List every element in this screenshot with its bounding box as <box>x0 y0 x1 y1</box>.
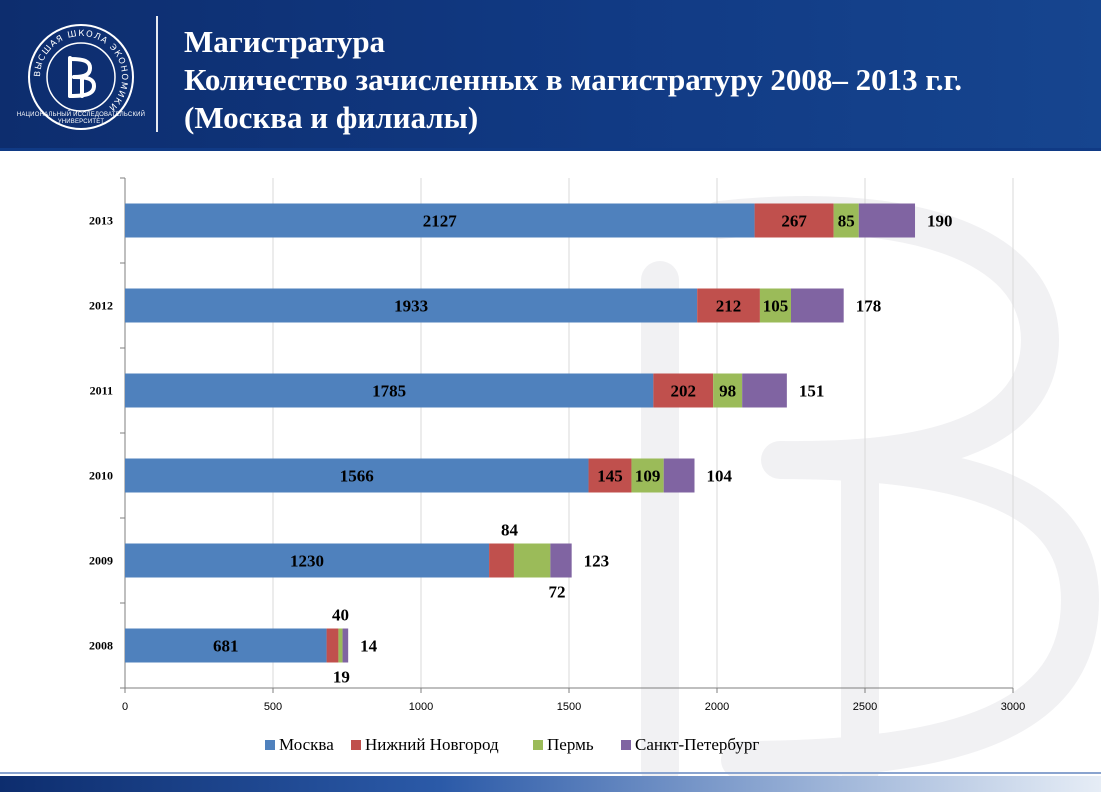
data-label-nizhny: 212 <box>716 297 742 316</box>
x-tick-label: 0 <box>122 701 128 713</box>
data-label-nizhny: 267 <box>781 212 807 231</box>
legend-swatch-perm <box>533 740 543 750</box>
data-label-nizhny: 145 <box>597 467 623 486</box>
bar-perm <box>338 628 343 663</box>
data-label-spb: 104 <box>707 467 733 486</box>
footer-line <box>0 772 1101 774</box>
legend-label-spb: Санкт-Петербург <box>635 735 759 754</box>
data-label-nizhny: 84 <box>501 521 519 540</box>
bar-moscow <box>125 288 698 323</box>
y-category-label: 2013 <box>89 214 113 228</box>
page-title-line-1: Магистратура <box>184 24 386 59</box>
bar-spb <box>550 543 572 578</box>
legend-label-moscow: Москва <box>279 735 334 754</box>
y-category-label: 2008 <box>89 639 113 653</box>
y-category-label: 2009 <box>89 554 113 568</box>
bar-moscow <box>125 543 490 578</box>
bar-moscow <box>125 458 589 493</box>
bar-nizhny <box>754 203 834 238</box>
legend-swatch-moscow <box>265 740 275 750</box>
bar-perm <box>631 458 664 493</box>
legend-label-nizhny: Нижний Новгород <box>365 735 499 754</box>
y-category-label: 2011 <box>90 384 113 398</box>
data-label-nizhny: 202 <box>671 382 697 401</box>
page-title-line-2: Количество зачисленных в магистратуру 20… <box>184 62 963 97</box>
x-tick-label: 1000 <box>409 701 433 713</box>
data-label-spb: 151 <box>799 382 825 401</box>
y-category-label: 2010 <box>89 469 113 483</box>
x-tick-label: 2500 <box>853 701 877 713</box>
page-title-line-3: (Москва и филиалы) <box>184 100 479 135</box>
footer-bar <box>0 776 1101 792</box>
bar-moscow <box>125 203 755 238</box>
x-tick-label: 2000 <box>705 701 729 713</box>
bar-perm <box>713 373 743 408</box>
bar-spb <box>858 203 916 238</box>
data-label-perm: 109 <box>635 467 661 486</box>
data-label-moscow: 1566 <box>340 467 374 486</box>
data-label-spb: 178 <box>856 297 882 316</box>
legend-swatch-nizhny <box>351 740 361 750</box>
bar-spb <box>742 373 787 408</box>
x-tick-label: 3000 <box>1001 701 1025 713</box>
bar-nizhny <box>588 458 632 493</box>
data-label-perm: 85 <box>838 212 855 231</box>
data-label-moscow: 1230 <box>290 552 324 571</box>
bar-moscow <box>125 628 327 663</box>
logo-divider <box>156 16 158 132</box>
data-label-spb: 190 <box>927 212 953 231</box>
data-label-moscow: 681 <box>213 637 239 656</box>
y-category-label: 2012 <box>89 299 113 313</box>
bar-perm <box>833 203 859 238</box>
logo-caption: НАЦИОНАЛЬНЫЙ ИССЛЕДОВАТЕЛЬСКИЙ УНИВЕРСИТ… <box>16 112 146 125</box>
data-label-nizhny: 40 <box>332 606 349 625</box>
bar-nizhny <box>697 288 760 323</box>
data-label-perm: 105 <box>763 297 789 316</box>
data-label-moscow: 1933 <box>394 297 428 316</box>
data-label-perm: 123 <box>584 552 610 571</box>
bar-spb <box>791 288 844 323</box>
bar-nizhny <box>326 628 339 663</box>
x-tick-label: 500 <box>264 701 282 713</box>
legend-label-perm: Пермь <box>547 735 594 754</box>
bar-perm <box>759 288 791 323</box>
data-label-perm: 14 <box>360 637 378 656</box>
enrollment-chart: 0 500 1000 1500 2000 2500 3000 2013 2127 267 85 190… <box>89 177 1025 754</box>
university-logo-icon: ВЫСШАЯ ШКОЛА ЭКОНОМИКИ <box>28 24 134 130</box>
bar-nizhny <box>653 373 714 408</box>
data-label-moscow: 2127 <box>423 212 458 231</box>
x-tick-label: 1500 <box>557 701 581 713</box>
bar-perm <box>513 543 551 578</box>
legend-swatch-spb <box>621 740 631 750</box>
data-label-moscow: 1785 <box>372 382 406 401</box>
data-label-perm: 98 <box>719 382 736 401</box>
header-separator <box>0 148 1101 156</box>
bar-spb <box>663 458 695 493</box>
bar-nizhny <box>489 543 514 578</box>
header-bar <box>0 0 1101 148</box>
data-label-spb: 19 <box>333 668 350 687</box>
bar-moscow <box>125 373 654 408</box>
bar-spb <box>342 628 349 663</box>
data-label-spb: 72 <box>549 583 566 602</box>
